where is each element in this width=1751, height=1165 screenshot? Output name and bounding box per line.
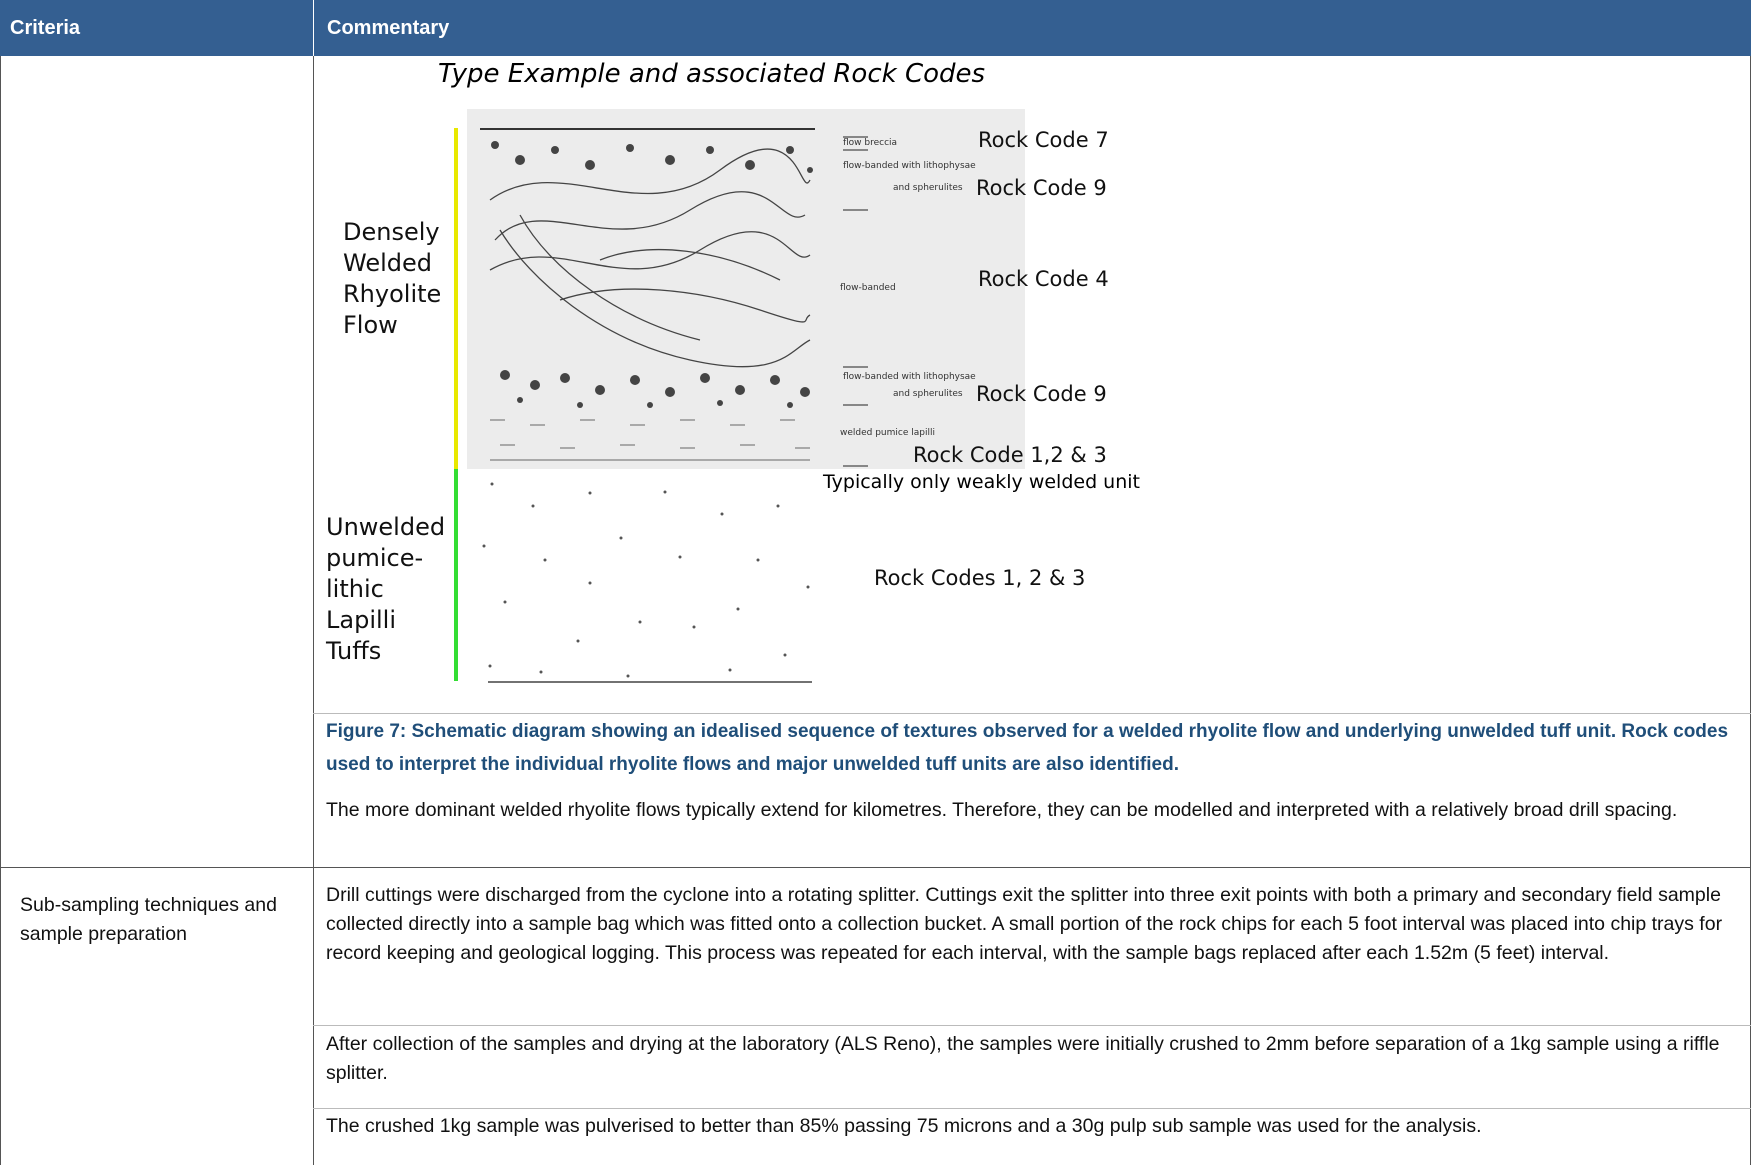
annotation: flow-banded: [840, 283, 896, 293]
paragraph: Drill cuttings were discharged from the …: [326, 881, 1738, 968]
rock-code: Rock Code 4: [978, 267, 1109, 291]
unit-label: Unwelded pumice-lithic Lapilli Tuffs: [325, 513, 445, 665]
page: Criteria Commentary Type Example and ass…: [0, 0, 1751, 1165]
header-criteria: Criteria: [10, 17, 80, 39]
paragraph: The crushed 1kg sample was pulverised to…: [326, 1112, 1738, 1141]
unit-label-line: lithic: [326, 575, 384, 603]
figure-caption: Figure 7: Schematic diagram showing an i…: [326, 715, 1736, 781]
unit-label-line: Welded: [343, 249, 432, 277]
annotation: flow-banded with lithophysae: [843, 372, 976, 382]
para-border: [313, 713, 1751, 714]
header-commentary: Commentary: [327, 17, 449, 39]
rock-code: Rock Code 1,2 & 3: [913, 443, 1107, 467]
border: [0, 56, 1, 1165]
para-border: [313, 1025, 1751, 1026]
annotation: flow breccia: [843, 138, 897, 148]
unit-label: Densely Welded Rhyolite Flow: [343, 218, 441, 339]
unit-label-line: Unwelded: [326, 513, 445, 541]
rock-code: Rock Codes 1, 2 & 3: [874, 566, 1085, 590]
header-cell: Criteria: [0, 0, 313, 56]
annotation: and spherulites: [893, 389, 963, 399]
criteria: Sub-sampling techniques and sample prepa…: [20, 891, 300, 949]
unit-label-line: Rhyolite: [343, 280, 441, 308]
rock-code: Rock Code 9: [976, 382, 1107, 406]
unit-label-line: Flow: [343, 311, 398, 339]
figure-title: Type Example and associated Rock Codes: [438, 59, 985, 89]
row-border: [0, 867, 1751, 868]
annotation: and spherulites: [893, 183, 963, 193]
rock-code: Rock Code 7: [978, 128, 1109, 152]
figure: Type Example and associated Rock Codes: [314, 57, 1214, 707]
header-cell: Commentary: [313, 0, 1751, 56]
unit-label-line: Lapilli: [326, 606, 396, 634]
paragraph: The more dominant welded rhyolite flows …: [326, 796, 1736, 825]
unit-label-line: Densely: [343, 218, 440, 246]
paragraph: After collection of the samples and dryi…: [326, 1030, 1738, 1088]
annotation: flow-banded with lithophysae: [843, 161, 976, 171]
unit-label-line: Tuffs: [325, 637, 381, 665]
tuff-dots: [483, 483, 810, 678]
unit-label-line: pumice-: [326, 544, 423, 572]
para-border: [313, 1108, 1751, 1109]
rock-code-note: Typically only weakly welded unit: [822, 471, 1140, 493]
annotation: welded pumice lapilli: [840, 428, 935, 438]
rock-code: Rock Code 9: [976, 176, 1107, 200]
